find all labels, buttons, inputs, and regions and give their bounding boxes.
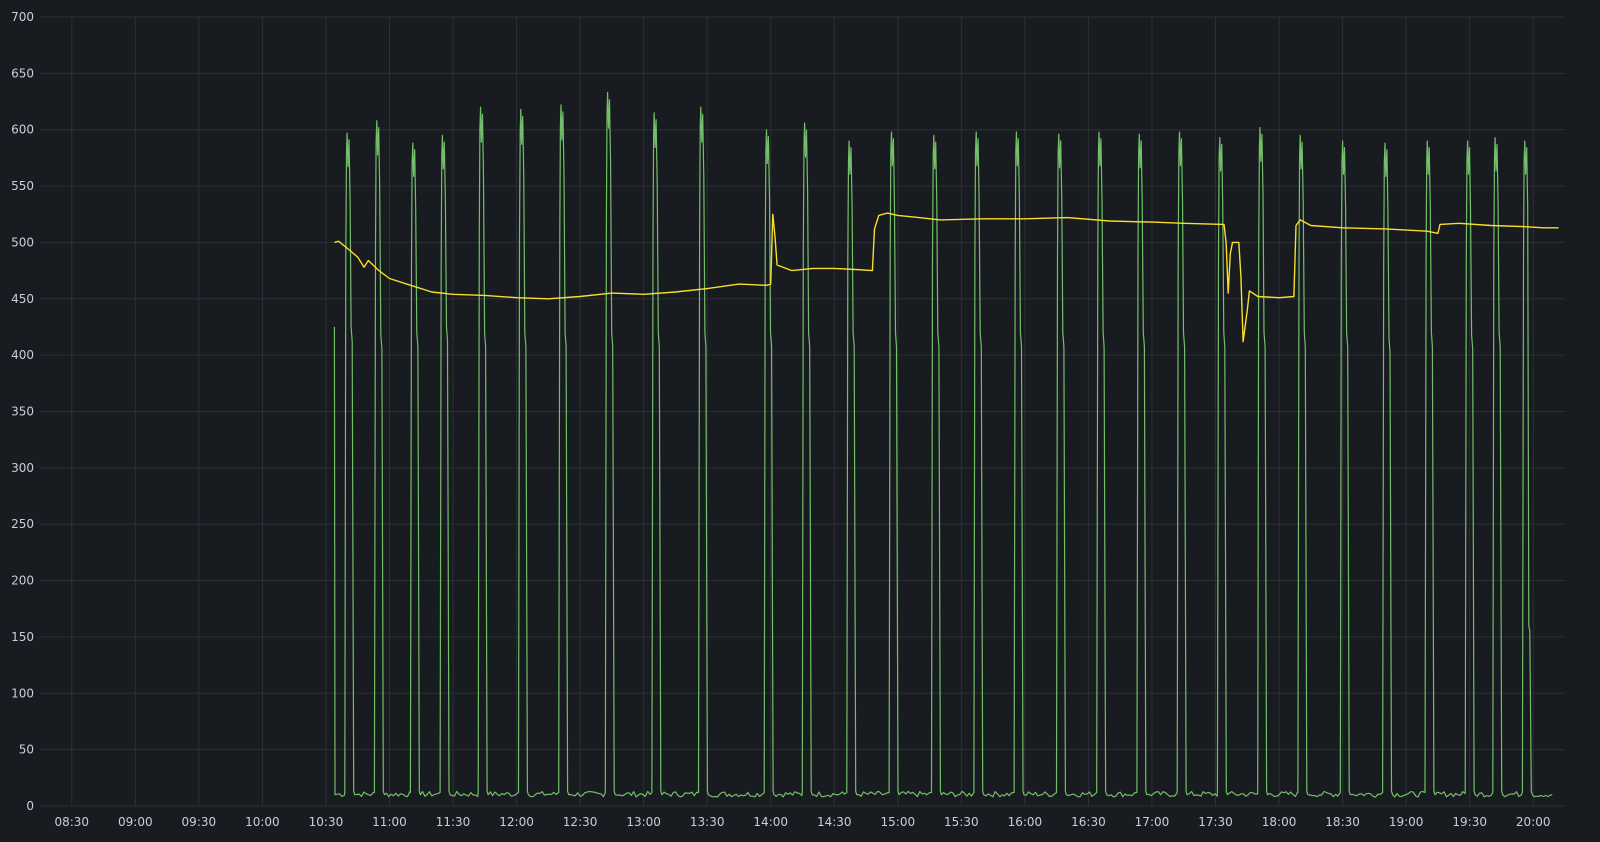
x-tick-label: 17:30	[1198, 815, 1233, 829]
series-line-yellow	[334, 212, 1559, 343]
y-axis: 0 50 100 150 200 250 300 350 400 450 500 550 600 650 7…	[11, 10, 34, 813]
y-tick-label: 700	[11, 10, 34, 24]
x-tick-label: 19:00	[1389, 815, 1424, 829]
x-tick-label: 09:00	[118, 815, 153, 829]
y-tick-label: 50	[19, 743, 34, 757]
x-tick-label: 18:30	[1325, 815, 1360, 829]
x-tick-label: 08:30	[54, 815, 89, 829]
x-tick-label: 15:00	[881, 815, 916, 829]
x-tick-label: 14:00	[753, 815, 788, 829]
x-tick-label: 10:30	[309, 815, 344, 829]
x-tick-label: 16:00	[1008, 815, 1043, 829]
y-tick-label: 200	[11, 574, 34, 588]
x-tick-label: 11:30	[436, 815, 471, 829]
x-tick-label: 09:30	[182, 815, 217, 829]
y-tick-label: 550	[11, 179, 34, 193]
x-tick-label: 12:00	[499, 815, 534, 829]
x-tick-label: 10:00	[245, 815, 280, 829]
y-tick-label: 0	[26, 799, 34, 813]
y-tick-label: 600	[11, 123, 34, 137]
y-tick-label: 650	[11, 66, 34, 80]
x-tick-label: 13:00	[626, 815, 661, 829]
plot-area	[333, 91, 1559, 798]
y-tick-label: 250	[11, 517, 34, 531]
x-tick-label: 16:30	[1071, 815, 1106, 829]
x-tick-label: 20:00	[1516, 815, 1551, 829]
y-tick-label: 150	[11, 630, 34, 644]
y-tick-label: 300	[11, 461, 34, 475]
x-tick-label: 14:30	[817, 815, 852, 829]
y-tick-label: 100	[11, 686, 34, 700]
y-tick-label: 400	[11, 348, 34, 362]
x-tick-label: 15:30	[944, 815, 979, 829]
x-axis: 08:30 09:00 09:30 10:00 10:30 11:00 11:30 12:00…	[54, 815, 1550, 829]
x-tick-label: 17:00	[1135, 815, 1170, 829]
x-tick-label: 13:30	[690, 815, 725, 829]
x-tick-label: 12:30	[563, 815, 598, 829]
x-tick-label: 18:00	[1262, 815, 1297, 829]
x-tick-label: 11:00	[372, 815, 407, 829]
y-tick-label: 500	[11, 235, 34, 249]
series-line-green	[333, 91, 1553, 798]
grid	[40, 16, 1565, 807]
y-tick-label: 450	[11, 292, 34, 306]
x-tick-label: 19:30	[1452, 815, 1487, 829]
y-tick-label: 350	[11, 405, 34, 419]
